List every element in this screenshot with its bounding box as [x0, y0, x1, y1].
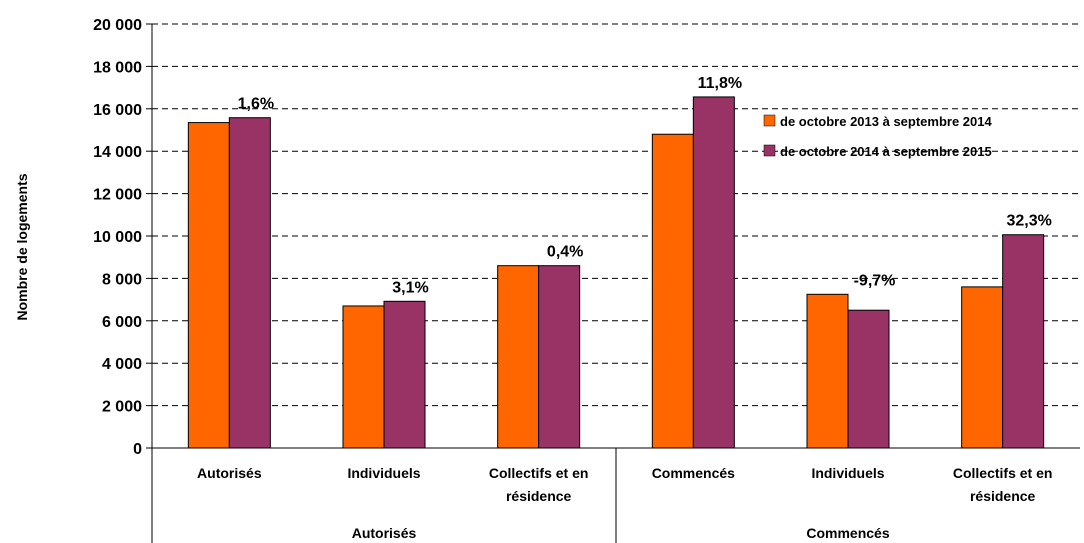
y-tick-label: 4 000 [102, 356, 142, 373]
bar [187, 122, 230, 449]
x-group-label: Commencés [806, 525, 889, 541]
legend-swatch [763, 114, 776, 127]
y-tick-label: 10 000 [93, 229, 142, 246]
y-tick-label: 6 000 [102, 314, 142, 331]
axes [151, 24, 1080, 543]
y-tick-label: 20 000 [93, 17, 142, 34]
y-tick-label: 2 000 [102, 399, 142, 416]
bar [806, 293, 849, 449]
legend-label: de octobre 2014 à septembre 2015 [780, 144, 992, 159]
bar [847, 309, 890, 449]
x-category-label: Individuels [347, 465, 420, 481]
y-tick-label: 14 000 [93, 144, 142, 161]
percent-label: 1,6% [238, 96, 274, 113]
bar [383, 300, 426, 449]
bar [692, 96, 735, 449]
percent-label: -9,7% [854, 272, 896, 289]
bar [961, 286, 1004, 449]
x-category-label: Collectifs et en résidence [489, 465, 589, 504]
legend: de octobre 2013 à septembre 2014 de octob… [763, 114, 992, 159]
percent-label: 3,1% [392, 279, 428, 296]
legend-label: de octobre 2013 à septembre 2014 [780, 114, 992, 129]
percent-label: 0,4% [547, 244, 583, 261]
x-group-label: Autorisés [352, 525, 417, 541]
bar [651, 133, 694, 449]
gridlines [152, 23, 1080, 407]
x-axis-categories: Autorisés Individuels Collectifs et en rési… [197, 465, 1052, 504]
bars [187, 96, 1045, 449]
bar [538, 265, 581, 449]
bar [342, 305, 385, 449]
y-axis-label: Nombre de logements [14, 173, 30, 320]
percent-annotations: 1,6% 3,1% 0,4% 11,8% -9,7% 32,3% [238, 75, 1052, 296]
legend-swatch [763, 144, 776, 157]
y-tick-label: 18 000 [93, 59, 142, 76]
bar [497, 265, 540, 449]
y-axis-ticks: 0 2 000 4 000 6 000 8 000 10 000 12 000 14 000 1… [93, 17, 152, 458]
x-category-label: Individuels [811, 465, 884, 481]
y-tick-label: 12 000 [93, 187, 142, 204]
percent-label: 11,8% [698, 75, 742, 92]
y-tick-label: 16 000 [93, 102, 142, 119]
x-axis-groups: Autorisés Commencés [352, 525, 890, 541]
x-category-label: Collectifs et en résidence [953, 465, 1053, 504]
bar [228, 117, 271, 449]
percent-label: 32,3% [1006, 213, 1051, 230]
x-category-label: Commencés [652, 465, 735, 481]
x-category-label: Autorisés [197, 465, 262, 481]
bar [1002, 234, 1045, 449]
y-tick-label: 8 000 [102, 271, 142, 288]
y-tick-label: 0 [133, 441, 142, 458]
